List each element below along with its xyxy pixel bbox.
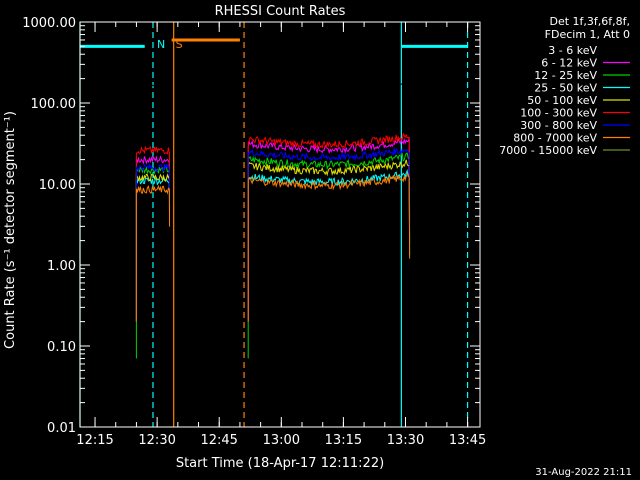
axes-frame: 0.01 0.10 1.00 10.00 100.00 1000.00 12:15 12:30… [22,16,486,448]
series-line [247,152,411,359]
series-line [247,172,411,322]
legend-label: 300 - 800 keV [520,119,597,132]
legend-label: 7000 - 15000 keV [499,144,597,157]
series-lines [135,83,411,359]
x-tick-label: 13:45 [449,433,486,448]
legend-label: 50 - 100 keV [527,94,597,107]
y-tick-label: 1.00 [47,259,76,274]
x-tick-label: 12:30 [138,433,175,448]
legend-label: 100 - 300 keV [520,107,597,120]
series-line [247,132,411,322]
x-tick-label: 13:00 [263,433,300,448]
x-tick-label: 13:30 [387,433,424,448]
annotation-n: N [157,38,165,51]
annotation-s: S [176,38,183,51]
series-line [135,184,170,322]
y-tick-label: 0.10 [47,340,76,355]
legend-header-line-1: Det 1f,3f,6f,8f, [549,15,630,28]
legend-label: 12 - 25 keV [534,69,597,82]
x-tick-label: 12:45 [200,433,237,448]
attenuator-bars [80,38,468,48]
y-tick-label: 1000.00 [22,16,76,31]
series-line [135,155,170,322]
series-line [135,163,170,322]
series-line [247,137,411,322]
legend-label: 25 - 50 keV [534,82,597,95]
legend-label: 6 - 12 keV [541,57,597,70]
y-tick-label: 100.00 [31,97,77,112]
legend-header-line-2: FDecim 1, Att 0 [545,28,630,41]
legend-label: 800 - 7000 keV [513,132,597,145]
y-tick-label: 10.00 [39,178,76,193]
y-tick-label: 0.01 [47,421,76,436]
y-axis-label: Count Rate (s⁻¹ detector segment⁻¹) [3,111,18,349]
series-line [247,159,411,322]
series-line [247,147,411,322]
x-tick-label: 13:15 [325,433,362,448]
series-line [135,83,170,322]
footer-timestamp: 31-Aug-2022 21:11 [535,467,632,478]
x-axis-label: Start Time (18-Apr-17 12:11:22) [176,456,384,471]
chart-title: RHESSI Count Rates [215,4,346,19]
x-tick-label: 12:15 [76,433,113,448]
series-line [135,173,170,322]
legend-label: 3 - 6 keV [548,44,597,57]
series-line [247,168,411,322]
plot-frame [79,21,481,428]
series-line [247,83,411,322]
series-line [135,145,170,322]
